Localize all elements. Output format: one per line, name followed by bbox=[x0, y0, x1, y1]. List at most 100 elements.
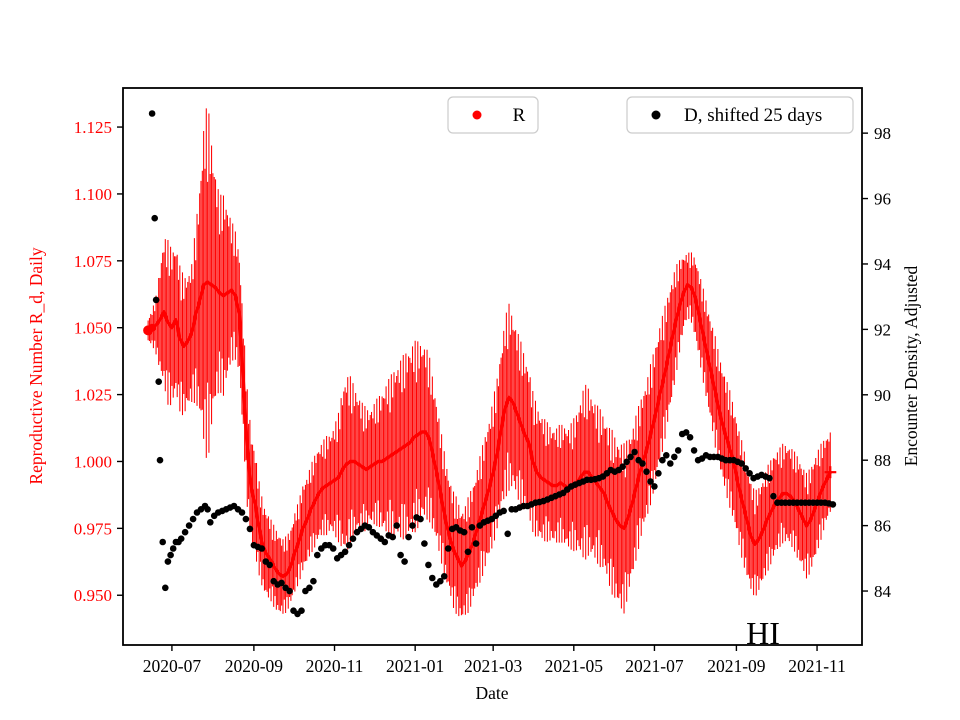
left-tick-label: 1.000 bbox=[74, 452, 112, 471]
d-data-point bbox=[504, 530, 512, 538]
x-tick-label: 2021-07 bbox=[625, 656, 684, 676]
d-data-point bbox=[464, 548, 472, 556]
d-data-point bbox=[686, 434, 694, 441]
r-mean-line bbox=[147, 280, 832, 579]
legend-r-marker-icon bbox=[472, 110, 482, 120]
d-data-point bbox=[682, 429, 690, 436]
legend-r-label: R bbox=[513, 105, 526, 126]
d-data-point bbox=[365, 524, 373, 531]
state-annotation: HI bbox=[746, 615, 780, 651]
d-data-point bbox=[770, 492, 777, 500]
legend-d-box bbox=[626, 96, 854, 134]
d-data-point bbox=[314, 551, 321, 559]
d-data-point bbox=[397, 551, 404, 559]
left-tick-label: 1.075 bbox=[74, 252, 112, 271]
x-tick-label: 2021-09 bbox=[707, 656, 766, 676]
d-data-point bbox=[286, 587, 293, 595]
d-data-point bbox=[425, 561, 432, 569]
d-data-point bbox=[177, 535, 185, 542]
d-data-point bbox=[639, 460, 646, 467]
d-data-point bbox=[742, 465, 749, 472]
d-data-point bbox=[306, 584, 313, 592]
left-tick-label: 1.125 bbox=[74, 118, 112, 137]
d-data-point bbox=[674, 447, 682, 454]
d-data-point bbox=[647, 478, 654, 485]
d-data-point bbox=[472, 540, 480, 547]
d-data-point bbox=[242, 515, 250, 523]
d-data-point bbox=[393, 522, 401, 529]
d-data-point bbox=[167, 551, 174, 559]
d-data-point bbox=[623, 458, 630, 466]
d-data-point bbox=[738, 460, 745, 467]
d-data-point bbox=[829, 501, 837, 508]
d-data-point bbox=[151, 214, 158, 222]
d-data-point bbox=[437, 577, 444, 585]
d-data-point bbox=[500, 507, 508, 515]
x-tick-label: 2021-05 bbox=[545, 656, 604, 676]
d-data-point bbox=[349, 535, 357, 542]
d-data-point bbox=[659, 456, 666, 464]
d-data-point bbox=[169, 545, 177, 552]
left-tick-label: 0.975 bbox=[74, 519, 112, 538]
d-data-point bbox=[207, 519, 214, 526]
d-data-point bbox=[766, 474, 773, 482]
d-data-point bbox=[298, 607, 305, 614]
x-tick-label: 2021-01 bbox=[386, 656, 444, 676]
r-start-marker bbox=[148, 323, 157, 332]
legend-r: R bbox=[447, 96, 539, 134]
d-data-point bbox=[460, 528, 468, 536]
d-data-point bbox=[421, 540, 428, 547]
d-data-point bbox=[409, 522, 416, 529]
d-data-point bbox=[389, 533, 397, 541]
d-data-point bbox=[651, 483, 658, 490]
d-data-point bbox=[258, 545, 266, 552]
d-data-point bbox=[278, 579, 285, 587]
right-tick-label: 92 bbox=[874, 320, 891, 339]
left-tick-label: 0.950 bbox=[74, 586, 112, 605]
d-data-point bbox=[185, 522, 193, 529]
d-data-point bbox=[627, 453, 634, 461]
d-data-point bbox=[329, 545, 337, 552]
legend-d-label: D, shifted 25 days bbox=[684, 105, 822, 126]
x-axis-label: Date bbox=[475, 683, 508, 703]
d-data-point bbox=[663, 452, 670, 459]
right-axis-ticks: 84 86 88 90 92 94 96 98 bbox=[862, 124, 892, 601]
x-axis-ticks: 2020-07 2020-09 2020-11 2021-01 2021-03 2021-… bbox=[143, 645, 846, 676]
d-data-point bbox=[152, 296, 160, 304]
d-data-point bbox=[444, 545, 452, 552]
d-data-point bbox=[468, 524, 476, 531]
d-data-point bbox=[381, 538, 389, 546]
d-data-point bbox=[156, 456, 164, 464]
d-data-point bbox=[162, 584, 169, 592]
d-data-point bbox=[690, 447, 698, 454]
right-y-axis-label: Encounter Density, Adjusted bbox=[901, 265, 921, 466]
d-data-point bbox=[246, 525, 254, 533]
x-tick-label: 2020-07 bbox=[143, 656, 202, 676]
d-data-point bbox=[746, 470, 753, 477]
right-tick-label: 98 bbox=[874, 124, 891, 143]
left-tick-label: 1.025 bbox=[74, 386, 112, 405]
d-data-point bbox=[417, 515, 424, 523]
left-y-axis-label: Reproductive Number R_d, Daily bbox=[26, 247, 46, 484]
d-data-point bbox=[619, 463, 626, 471]
right-tick-label: 84 bbox=[874, 582, 892, 601]
x-tick-label: 2020-09 bbox=[225, 656, 284, 676]
right-tick-label: 90 bbox=[874, 386, 891, 405]
left-tick-label: 1.100 bbox=[74, 185, 112, 204]
d-data-point bbox=[181, 528, 189, 536]
right-tick-label: 88 bbox=[874, 451, 891, 470]
d-data-point bbox=[148, 110, 156, 117]
d-data-point bbox=[671, 453, 678, 461]
x-tick-label: 2020-11 bbox=[306, 656, 364, 676]
d-data-point bbox=[341, 548, 349, 556]
legend-d: D, shifted 25 days bbox=[626, 96, 854, 134]
d-data-point bbox=[310, 577, 317, 585]
d-data-point bbox=[643, 468, 650, 476]
d-series-points bbox=[148, 110, 837, 618]
r-series-errorbars bbox=[147, 108, 831, 617]
left-tick-label: 1.050 bbox=[74, 319, 112, 338]
d-data-point bbox=[204, 506, 211, 513]
d-data-point bbox=[667, 460, 674, 467]
